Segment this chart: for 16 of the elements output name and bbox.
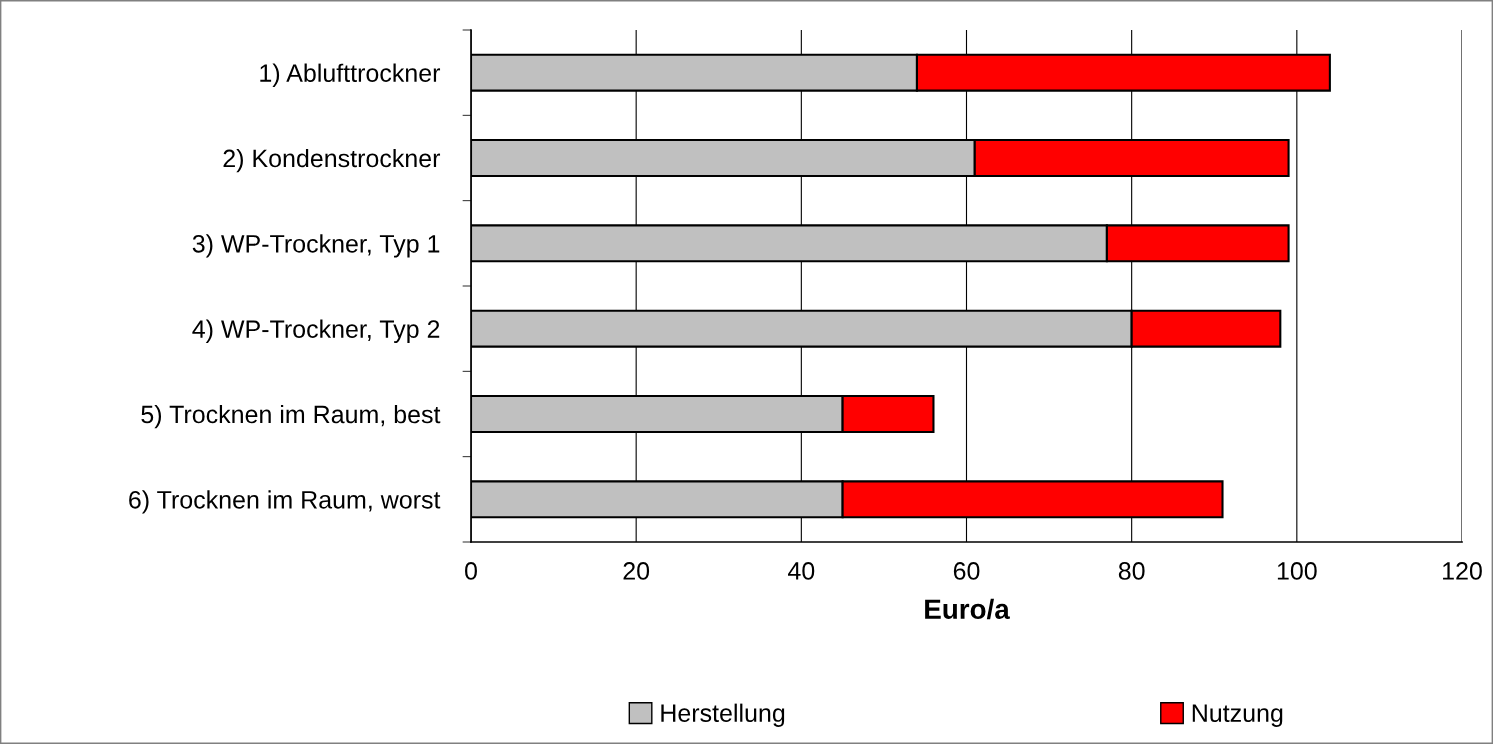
y-tick-label: 5) Trocknen im Raum, best [141,404,441,429]
legend-label: Herstellung [661,703,785,727]
y-tick-label: 2) Kondenstrockner [223,148,441,173]
x-tick-label: 100 [1277,562,1317,580]
x-tick-label: 60 [953,562,980,580]
y-tick-label: 1) Ablufttrockner [260,63,441,87]
x-tick-label: 80 [1118,562,1145,580]
y-tick-label: 4) WP-Trockner, Typ 2 [192,319,440,343]
x-tick-label: 120 [1443,562,1482,580]
legend-label: Nutzung [1192,704,1283,727]
y-tick-label: 3) WP-Trockner, Typ 1 [192,234,440,258]
y-tick-label: 6) Trocknen im Raum, worst [129,490,441,514]
x-tick-label: 0 [465,562,477,580]
x-tick-label: 20 [623,562,650,580]
x-tick-label: 40 [788,562,815,580]
x-axis-title: Euro/a [925,598,1010,620]
